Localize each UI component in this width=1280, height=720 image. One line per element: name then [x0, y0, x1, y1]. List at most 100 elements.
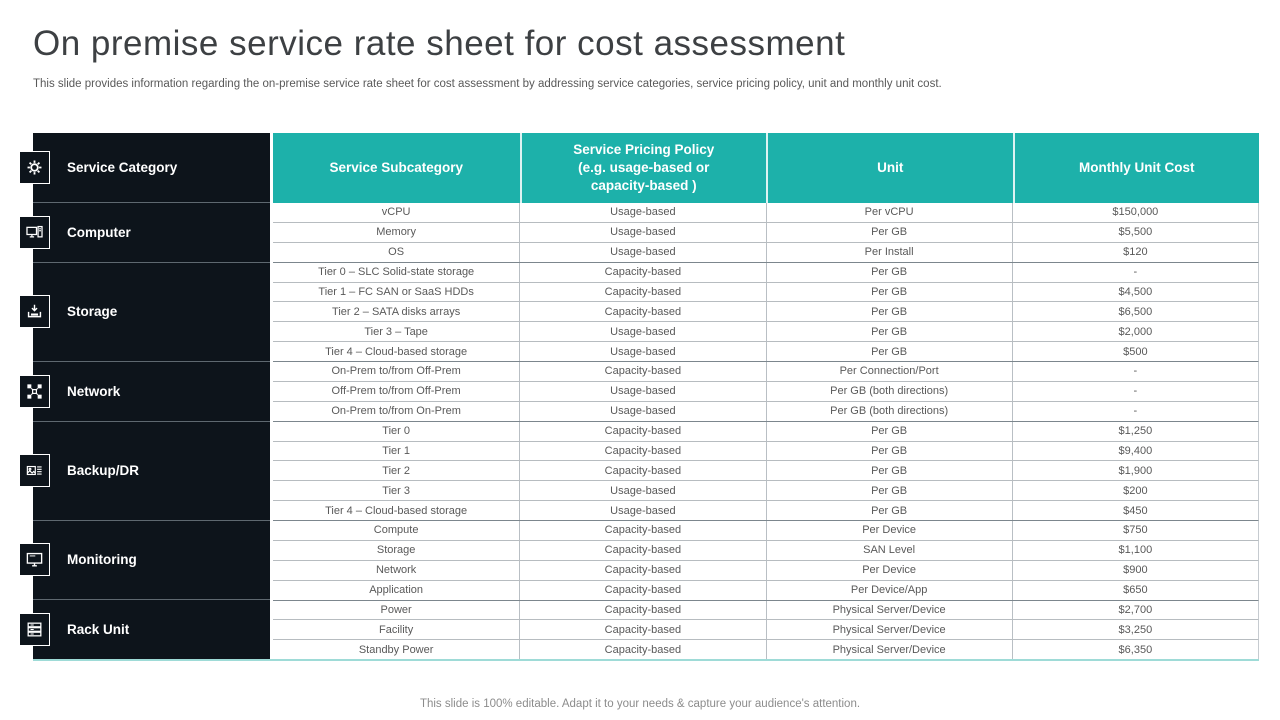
- sidebar-category-label: Computer: [67, 224, 131, 240]
- col-header-unit: Unit: [766, 133, 1013, 203]
- table-cell-cost: $750: [1011, 521, 1258, 540]
- table-cell-policy: Usage-based: [519, 342, 765, 361]
- sidebar-category-computer: Computer: [19, 203, 270, 263]
- table-data-area: Service Subcategory Service Pricing Poli…: [273, 133, 1259, 660]
- table-cell-subcategory: Tier 2 – SATA disks arrays: [332, 305, 461, 318]
- table-cell-cost: $150,000: [1011, 203, 1258, 222]
- table-row: Memory Usage-based Per GB $5,500: [273, 221, 1259, 242]
- table-row: Application Capacity-based Per Device/App $…: [273, 579, 1259, 600]
- table-row: Power Capacity-based Physical Server/Devic…: [273, 599, 1259, 620]
- table-cell-subcategory: Tier 1 – FC SAN or SaaS HDDs: [318, 285, 474, 298]
- table-cell-subcategory: Compute: [373, 524, 419, 537]
- table-cell-cost: $1,100: [1011, 540, 1258, 560]
- table-cell-policy: Capacity-based: [519, 540, 765, 560]
- col-header-monthly-unit-cost: Monthly Unit Cost: [1012, 133, 1260, 203]
- table-cell-policy: Usage-based: [519, 481, 765, 501]
- table-row: Tier 4 – Cloud-based storage Usage-based P…: [273, 500, 1259, 520]
- table-cell-unit: Per GB: [765, 481, 1012, 501]
- table-cell-subcategory: Off-Prem to/from Off-Prem: [331, 385, 461, 398]
- table-cell-subcategory: Power: [380, 603, 412, 616]
- table-cell-policy: Capacity-based: [519, 560, 765, 580]
- table-cell-unit: Per GB (both directions): [765, 401, 1012, 421]
- table-row: Network Capacity-based Per Device $900: [273, 559, 1259, 580]
- table-cell-subcategory: On-Prem to/from Off-Prem: [331, 365, 461, 378]
- table-cell-unit: Physical Server/Device: [765, 600, 1012, 620]
- table-cell-subcategory: Tier 4 – Cloud-based storage: [325, 345, 468, 358]
- sidebar-category-label: Monitoring: [67, 552, 137, 568]
- table-cell-policy: Usage-based: [519, 381, 765, 401]
- rate-sheet-table: Service Category Computer: [19, 133, 1259, 661]
- sidebar-category-backup: Backup/DR: [19, 422, 270, 521]
- table-cell-cost: $6,350: [1011, 640, 1258, 660]
- table-cell-subcategory: Standby Power: [358, 643, 434, 656]
- table-body: vCPU Usage-based Per vCPU $150,000 Memory Usa…: [273, 203, 1259, 660]
- table-cell-unit: Per Connection/Port: [765, 362, 1012, 381]
- category-column: Service Category Computer: [19, 133, 270, 659]
- rack-icon: [19, 613, 50, 647]
- table-cell-policy: Capacity-based: [519, 302, 765, 322]
- table-cell-subcategory: Application: [369, 584, 424, 597]
- sidebar-category-label: Network: [67, 383, 121, 399]
- sidebar-category-rack: Rack Unit: [19, 600, 270, 659]
- sidebar-category-network: Network: [19, 362, 270, 422]
- monitoring-icon: [19, 543, 50, 577]
- table-header-row: Service Subcategory Service Pricing Poli…: [273, 133, 1259, 203]
- sidebar-category-monitoring: Monitoring: [19, 521, 270, 601]
- table-cell-subcategory: Tier 3 – Tape: [364, 325, 428, 338]
- table-row: OS Usage-based Per Install $120: [273, 241, 1259, 262]
- table-row: Tier 1 Capacity-based Per GB $9,400: [273, 440, 1259, 461]
- table-cell-subcategory: Facility: [379, 623, 414, 636]
- table-cell-cost: $1,900: [1011, 461, 1258, 481]
- network-icon: [19, 374, 50, 408]
- table-cell-subcategory: On-Prem to/from On-Prem: [331, 405, 461, 418]
- table-cell-unit: Per GB: [765, 282, 1012, 302]
- table-cell-cost: $120: [1011, 242, 1258, 262]
- table-cell-unit: Per GB: [765, 342, 1012, 361]
- table-row: Tier 0 – SLC Solid-state storage Capacity…: [273, 261, 1259, 282]
- table-cell-policy: Capacity-based: [519, 620, 765, 640]
- table-row: Tier 3 – Tape Usage-based Per GB $2,000: [273, 321, 1259, 342]
- table-cell-policy: Capacity-based: [519, 282, 765, 302]
- table-row: Tier 2 – SATA disks arrays Capacity-based…: [273, 301, 1259, 322]
- table-row: Standby Power Capacity-based Physical Serv…: [273, 639, 1259, 660]
- table-cell-policy: Usage-based: [519, 322, 765, 342]
- footer-note: This slide is 100% editable. Adapt it to…: [419, 698, 861, 710]
- table-cell-subcategory: OS: [388, 246, 405, 259]
- table-cell-subcategory: Tier 1: [382, 444, 410, 457]
- table-cell-unit: Physical Server/Device: [765, 640, 1012, 660]
- col-header-subcategory: Service Subcategory: [329, 159, 464, 175]
- table-cell-cost: $450: [1011, 501, 1258, 520]
- table-cell-cost: $1,250: [1011, 421, 1258, 441]
- table-cell-policy: Capacity-based: [519, 640, 765, 660]
- table-cell-subcategory: Tier 0: [382, 425, 410, 438]
- sidebar-category-label: Rack Unit: [67, 622, 130, 638]
- table-cell-policy: Capacity-based: [519, 600, 765, 620]
- backup-icon: [19, 454, 50, 488]
- table-cell-policy: Capacity-based: [519, 262, 765, 282]
- table-cell-subcategory: vCPU: [381, 206, 411, 219]
- page-subtitle: This slide provides information regardin…: [33, 78, 942, 90]
- category-list: Computer Storage: [19, 203, 270, 659]
- table-cell-unit: Per GB (both directions): [765, 381, 1012, 401]
- table-cell-policy: Capacity-based: [519, 441, 765, 461]
- table-cell-policy: Usage-based: [519, 222, 765, 242]
- table-cell-subcategory: Memory: [376, 226, 416, 239]
- page-title: On premise service rate sheet for cost a…: [33, 24, 846, 63]
- table-row: Compute Capacity-based Per Device $750: [273, 520, 1259, 540]
- table-row: Tier 1 – FC SAN or SaaS HDDs Capacity-bas…: [273, 281, 1259, 302]
- table-cell-unit: Per Device/App: [765, 580, 1012, 600]
- storage-icon: [19, 295, 50, 329]
- table-cell-unit: Per Device: [765, 560, 1012, 580]
- table-row: On-Prem to/from On-Prem Usage-based Per GB…: [273, 400, 1259, 421]
- table-cell-policy: Usage-based: [519, 401, 765, 421]
- table-cell-unit: Per GB: [765, 421, 1012, 441]
- column-gap: [270, 133, 273, 659]
- table-cell-cost: -: [1011, 381, 1258, 401]
- table-cell-unit: Per GB: [765, 461, 1012, 481]
- table-cell-unit: Per GB: [765, 501, 1012, 520]
- table-row: vCPU Usage-based Per vCPU $150,000: [273, 203, 1259, 222]
- table-row: Tier 0 Capacity-based Per GB $1,250: [273, 420, 1259, 441]
- col-header-pricing-policy: Service Pricing Policy (e.g. usage-based…: [519, 133, 767, 203]
- table-cell-cost: $650: [1011, 580, 1258, 600]
